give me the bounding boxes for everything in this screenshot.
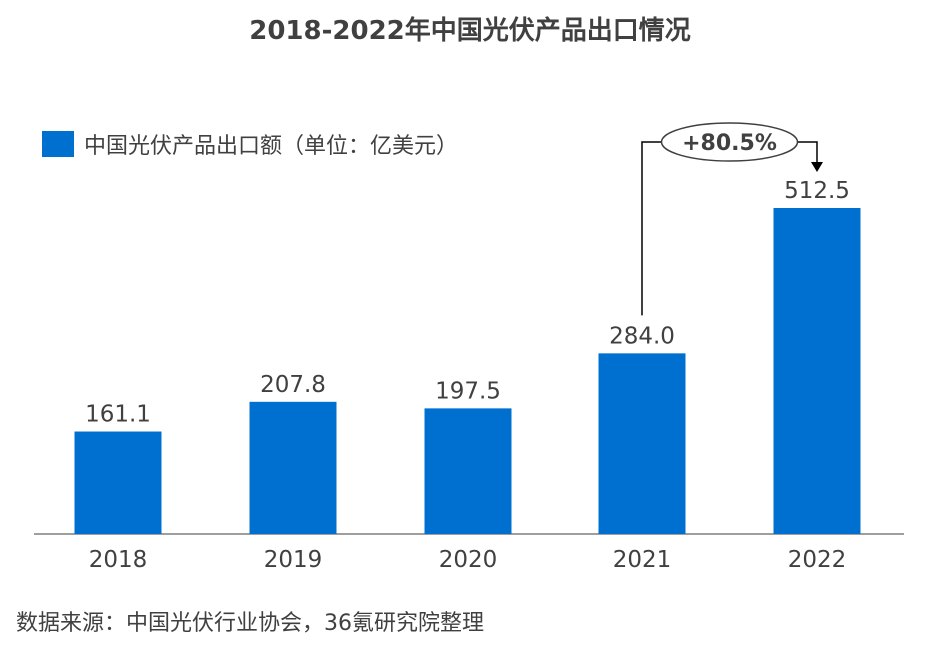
data-label-2020: 197.5 xyxy=(435,378,501,404)
data-label-2022: 512.5 xyxy=(784,178,850,204)
growth-badge xyxy=(660,122,799,162)
legend: 中国光伏产品出口额（单位：亿美元） xyxy=(42,128,458,160)
legend-swatch xyxy=(42,131,74,157)
bar-2018 xyxy=(74,431,162,534)
growth-arrow-head xyxy=(811,162,823,172)
x-tick-label-2022: 2022 xyxy=(788,547,847,573)
x-tick-label-2021: 2021 xyxy=(613,547,672,573)
x-tick-label-2019: 2019 xyxy=(264,547,323,573)
x-tick-label-2020: 2020 xyxy=(439,547,498,573)
bar-2020 xyxy=(424,408,512,534)
data-label-2021: 284.0 xyxy=(609,323,675,349)
chart-title: 2018-2022年中国光伏产品出口情况 xyxy=(249,16,691,46)
source-note: 数据来源：中国光伏行业协会，36氪研究院整理 xyxy=(16,611,484,636)
data-label-2018: 161.1 xyxy=(85,402,151,428)
x-tick-label-2018: 2018 xyxy=(89,547,148,573)
data-label-2019: 207.8 xyxy=(260,372,326,398)
legend-label: 中国光伏产品出口额（单位：亿美元） xyxy=(84,134,459,159)
bar-2022 xyxy=(773,208,861,534)
growth-label: +80.5% xyxy=(682,131,777,156)
bar-2021 xyxy=(598,353,686,534)
bar-2019 xyxy=(249,401,337,534)
